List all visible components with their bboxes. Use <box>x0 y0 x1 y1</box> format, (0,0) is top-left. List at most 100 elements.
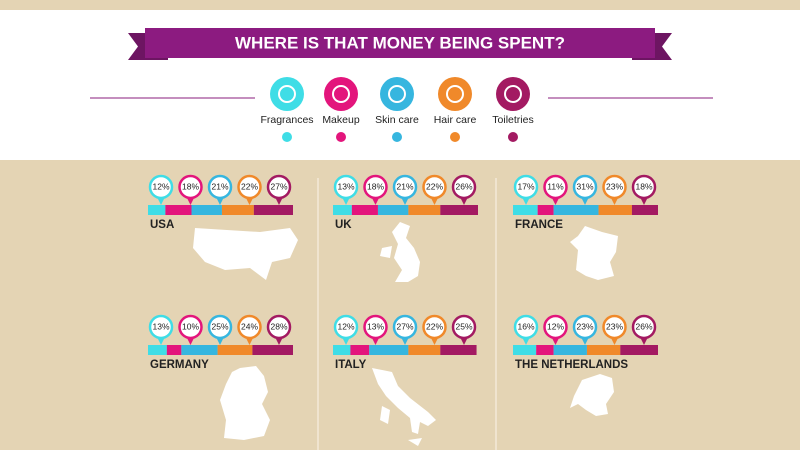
value-label: 21% <box>211 181 228 191</box>
bar-segment <box>620 345 658 355</box>
legend-dot <box>392 132 402 142</box>
country-name: ITALY <box>335 359 367 371</box>
bar-segment <box>408 345 441 355</box>
legend-label: Makeup <box>322 114 360 126</box>
pin <box>266 314 292 340</box>
maps <box>193 222 618 446</box>
bar-segment <box>369 345 409 355</box>
value-label: 31% <box>576 181 593 191</box>
value-label: 26% <box>635 321 652 331</box>
value-label: 22% <box>426 321 443 331</box>
legend-icon <box>324 77 358 111</box>
value-label: 25% <box>211 321 228 331</box>
value-label: 12% <box>152 181 169 191</box>
pin <box>422 314 447 340</box>
value-label: 11% <box>547 181 564 191</box>
pin <box>631 174 657 200</box>
pin <box>392 174 418 200</box>
pin <box>207 314 233 340</box>
bar-segment <box>536 345 554 355</box>
bar-segment <box>553 345 587 355</box>
bar-segment <box>148 205 166 215</box>
pin <box>178 174 203 200</box>
value-label: 24% <box>241 321 258 331</box>
pin <box>333 174 359 200</box>
pin <box>602 314 627 340</box>
bar-segment <box>253 205 293 215</box>
bar-segment <box>333 345 351 355</box>
value-label: 17% <box>517 181 534 191</box>
pin <box>237 314 262 340</box>
pin <box>333 314 359 340</box>
value-label: 22% <box>426 181 443 191</box>
legend-icon <box>496 77 530 111</box>
pin <box>392 314 418 340</box>
value-label: 23% <box>576 321 593 331</box>
value-label: 18% <box>635 181 652 191</box>
pin <box>513 174 539 200</box>
pin <box>266 174 292 200</box>
value-label: 27% <box>396 321 413 331</box>
legend-label: Fragrances <box>260 114 313 126</box>
value-label: 13% <box>367 321 384 331</box>
pin <box>363 314 388 340</box>
country-name: THE NETHERLANDS <box>515 359 628 371</box>
bar-segment <box>553 205 599 215</box>
value-label: 12% <box>337 321 354 331</box>
map-netherlands <box>570 374 614 416</box>
bar-segment <box>217 345 253 355</box>
legend-label: Hair care <box>434 114 477 126</box>
bar-segment <box>440 345 477 355</box>
bar-segment <box>513 205 538 215</box>
pin <box>513 314 539 340</box>
bar-segment <box>586 345 621 355</box>
pin <box>178 314 203 340</box>
legend-dot <box>336 132 346 142</box>
value-label: 18% <box>182 181 199 191</box>
map-usa <box>193 228 298 280</box>
bar-segment <box>148 345 167 355</box>
legend-icon <box>270 77 304 111</box>
legend-dot <box>508 132 518 142</box>
pin <box>148 174 174 200</box>
legend-icon-detail <box>446 85 464 103</box>
value-label: 10% <box>182 321 199 331</box>
legend-icon <box>380 77 414 111</box>
bar-segment <box>181 345 218 355</box>
country-name: UK <box>335 219 352 231</box>
map-uk <box>380 222 420 282</box>
bar-segment <box>350 345 370 355</box>
value-label: 25% <box>455 321 472 331</box>
bar-segment <box>191 205 222 215</box>
legend-dot <box>450 132 460 142</box>
value-label: 26% <box>455 181 472 191</box>
legend-icon-detail <box>332 85 350 103</box>
map-france <box>570 226 618 280</box>
legend-icon-detail <box>504 85 522 103</box>
value-label: 27% <box>270 181 287 191</box>
pin <box>237 174 262 200</box>
value-label: 13% <box>152 321 169 331</box>
bar-segment <box>333 205 352 215</box>
bar-segment <box>377 205 409 215</box>
country-name: GERMANY <box>150 359 209 371</box>
map-germany <box>220 366 270 440</box>
bar-segment <box>537 205 554 215</box>
bar-segment <box>221 205 254 215</box>
pin <box>602 174 627 200</box>
value-label: 18% <box>367 181 384 191</box>
bar-segment <box>598 205 632 215</box>
value-label: 12% <box>547 321 564 331</box>
bar-segment <box>408 205 441 215</box>
legend-label: Skin care <box>375 114 419 126</box>
country-name: FRANCE <box>515 219 563 231</box>
value-label: 13% <box>337 181 354 191</box>
pin <box>451 174 477 200</box>
pin <box>543 174 568 200</box>
banner <box>145 28 655 58</box>
bar-segment <box>440 205 478 215</box>
bar-segment <box>166 345 182 355</box>
legend-label: Toiletries <box>492 114 533 126</box>
map-italy <box>372 368 436 446</box>
